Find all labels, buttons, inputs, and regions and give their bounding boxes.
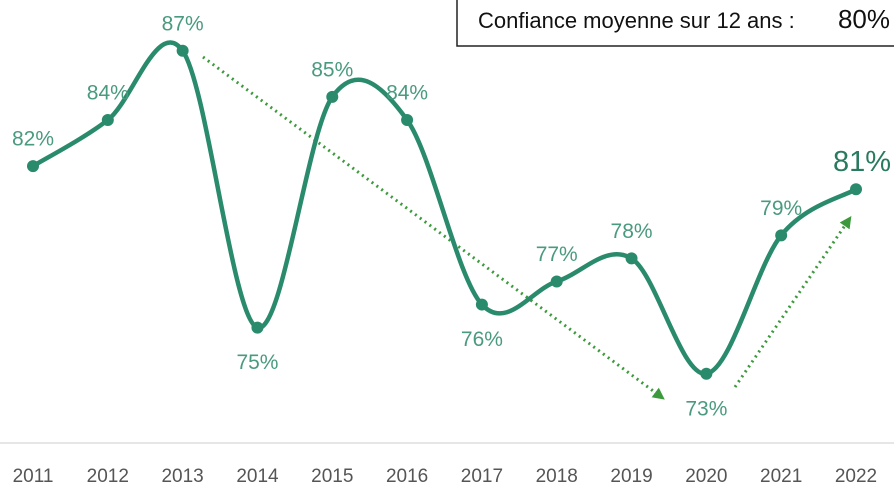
point [176, 44, 189, 57]
value-label: 84% [87, 82, 129, 105]
value-label: 76% [461, 328, 503, 351]
value-label: 79% [760, 197, 802, 220]
x-tick-label: 2012 [87, 466, 129, 487]
point [326, 90, 339, 103]
x-tick-label: 2016 [386, 466, 428, 487]
point [401, 113, 414, 126]
value-label: 81% [833, 146, 891, 178]
point [27, 160, 39, 173]
value-label: 82% [12, 128, 54, 151]
x-tick-label: 2021 [760, 466, 802, 487]
point [625, 252, 638, 265]
value-label: 87% [162, 12, 204, 35]
point [251, 321, 264, 334]
annotation-text: Confiance moyenne sur 12 ans : [478, 8, 795, 33]
value-label: 73% [685, 397, 727, 420]
point [475, 298, 488, 311]
value-label: 78% [611, 220, 653, 243]
point [775, 229, 788, 242]
x-tick-label: 2011 [13, 466, 54, 487]
point [550, 275, 563, 288]
value-label: 77% [536, 243, 578, 266]
point [101, 113, 114, 126]
value-label: 84% [386, 82, 428, 105]
point [700, 367, 713, 380]
line [30, 40, 859, 377]
x-tick-label: 2018 [536, 466, 578, 487]
annotation-value: 80% [838, 4, 890, 34]
x-tick-label: 2020 [685, 466, 727, 487]
value-label: 75% [236, 351, 278, 374]
x-tick-label: 2013 [161, 466, 203, 487]
annotation-box [456, 0, 894, 47]
value-label: 85% [311, 58, 353, 81]
x-tick-label: 2019 [610, 466, 652, 487]
x-tick-label: 2017 [461, 466, 503, 487]
trend-arrow [733, 216, 852, 388]
point [850, 183, 862, 196]
x-tick-label: 2014 [236, 466, 279, 487]
x-tick-label: 2015 [311, 466, 353, 487]
x-tick-label: 2022 [835, 466, 877, 487]
trend-arrow [202, 55, 665, 400]
